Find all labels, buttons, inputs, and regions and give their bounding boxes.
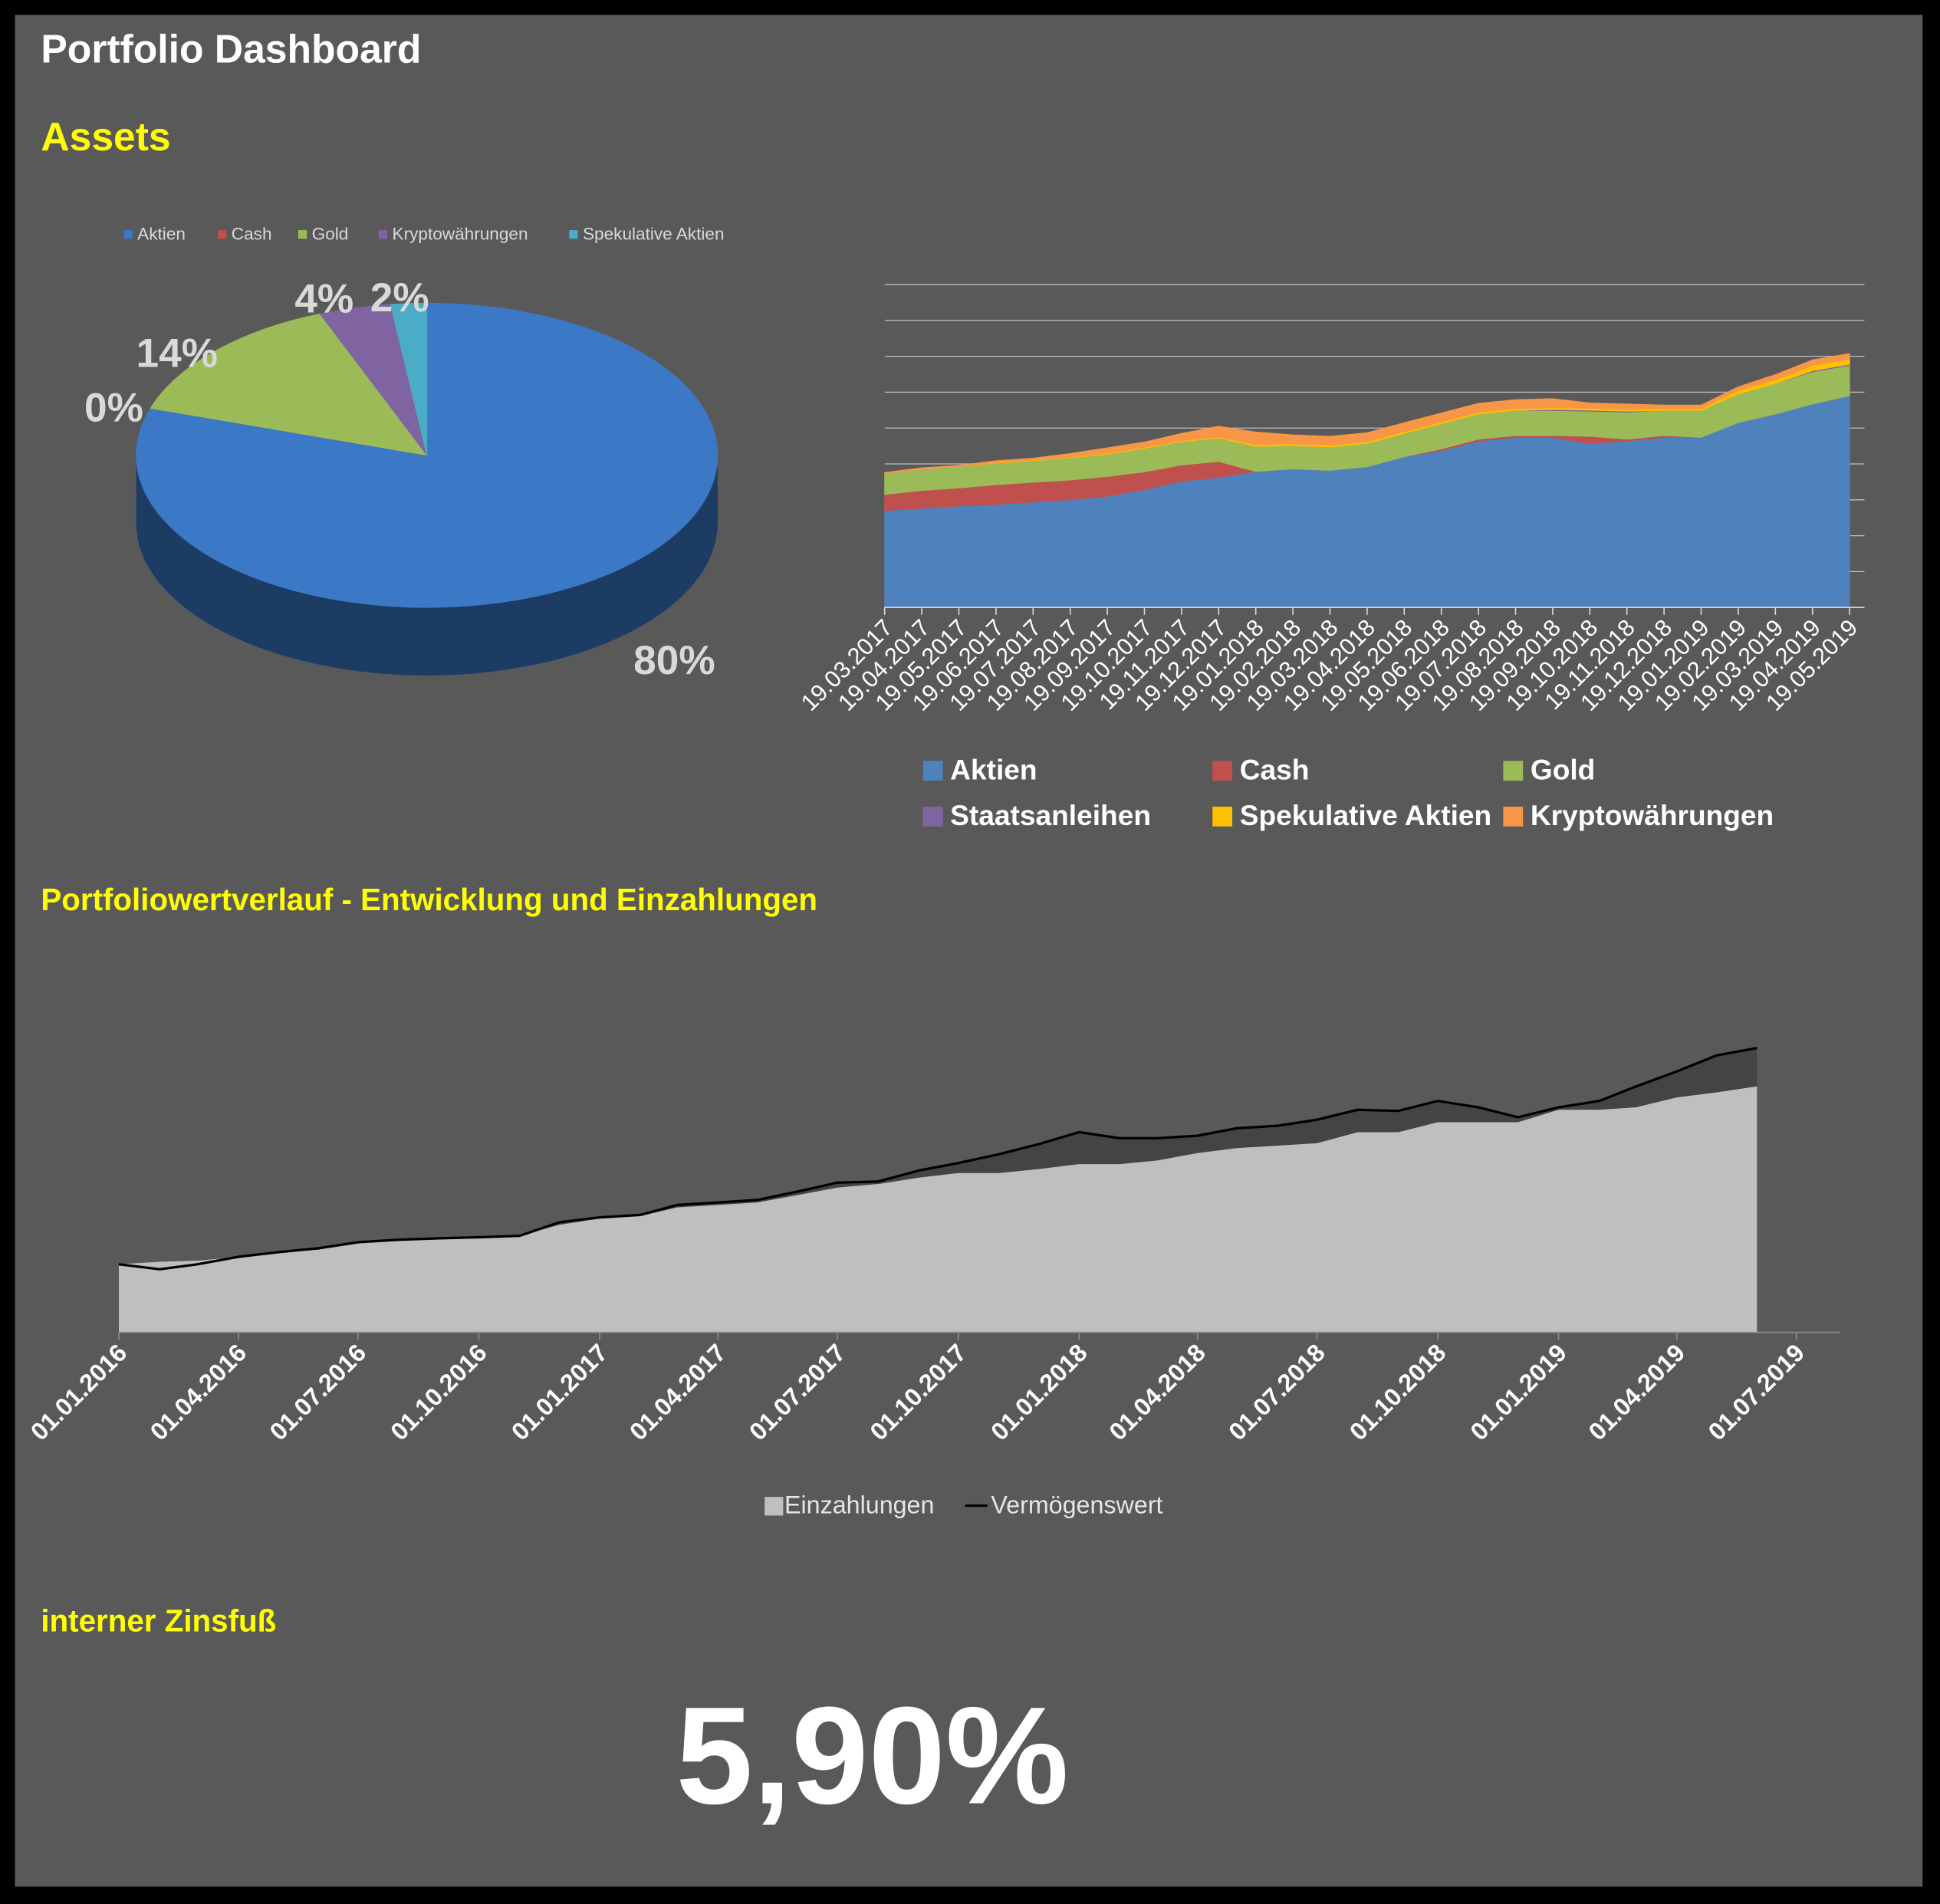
data-label: 14% — [136, 331, 219, 377]
legend-label: Kryptowährungen — [1531, 799, 1774, 831]
pie-slice — [390, 302, 428, 455]
legend-label: Spekulative Aktien — [583, 225, 725, 244]
legend-marker — [922, 806, 943, 827]
legend-marker — [218, 230, 227, 239]
legend-marker — [123, 230, 133, 239]
data-label: 4% — [294, 277, 353, 322]
legend-label: Staatsanleihen — [950, 799, 1151, 831]
data-label: 80% — [633, 638, 715, 683]
legend-marker — [922, 761, 943, 781]
legend-marker — [1212, 806, 1233, 827]
legend-label: Aktien — [950, 754, 1037, 786]
section-title: interner Zinsfuß — [41, 1603, 276, 1638]
legend-label: Vermögenswert — [991, 1491, 1162, 1519]
legend-marker — [1503, 761, 1524, 781]
legend-label: Spekulative Aktien — [1240, 799, 1491, 831]
legend-label: Cash — [232, 225, 272, 244]
legend-label: Kryptowährungen — [393, 225, 528, 244]
legend-label: Gold — [1531, 754, 1595, 786]
kpi-value: 5,90% — [676, 1679, 1068, 1833]
pie-slice — [150, 313, 428, 456]
legend-label: Gold — [312, 225, 349, 244]
area-series — [118, 1086, 1758, 1333]
legend-marker — [378, 230, 388, 239]
legend-marker — [764, 1497, 784, 1516]
legend-marker — [1212, 761, 1233, 781]
legend-marker — [1503, 806, 1524, 827]
legend-label: Einzahlungen — [784, 1491, 934, 1519]
line-series — [118, 1047, 1758, 1271]
legend-label: Aktien — [137, 225, 186, 244]
section-title: Assets — [41, 114, 170, 159]
pie-side-shade — [136, 455, 718, 676]
section-title: Portfoliowertverlauf - Entwicklung und E… — [41, 882, 817, 917]
page-title: Portfolio Dashboard — [41, 26, 421, 71]
area-series — [884, 353, 1850, 475]
legend-marker — [298, 230, 307, 239]
legend-label: Cash — [1240, 754, 1310, 786]
legend-marker — [569, 230, 578, 239]
data-label: 2% — [370, 275, 429, 321]
data-label: 0% — [84, 386, 143, 431]
